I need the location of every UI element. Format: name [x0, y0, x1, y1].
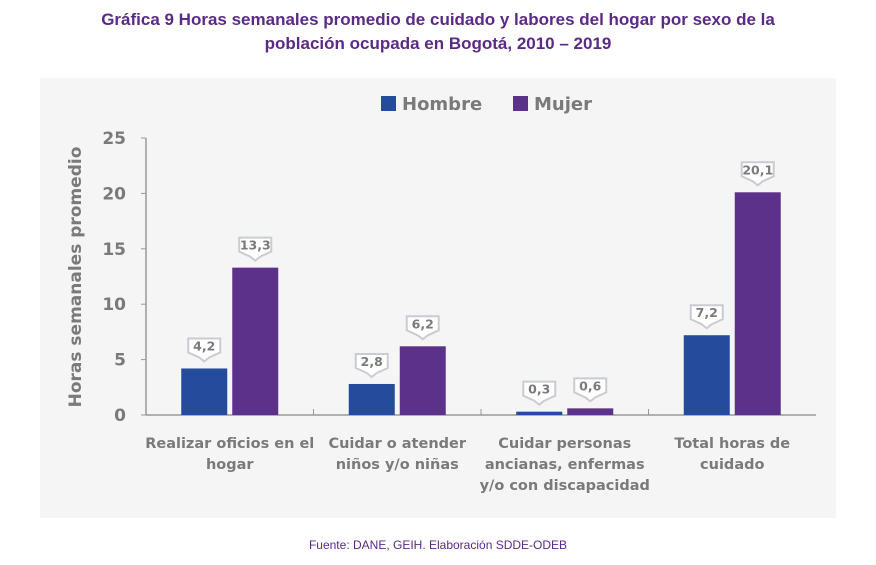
data-label-callout: [238, 236, 273, 262]
data-label: 0,3: [528, 382, 550, 397]
x-tick-label: niños y/o niñas: [336, 457, 459, 473]
y-tick-label: 25: [102, 129, 126, 149]
data-label-callout: [522, 380, 557, 406]
data-label: 13,3: [240, 238, 271, 253]
title-line-1: Gráfica 9 Horas semanales promedio de cu…: [101, 10, 775, 29]
source-note: Fuente: DANE, GEIH. Elaboración SDDE-ODE…: [308, 538, 568, 552]
y-tick-label: 15: [102, 240, 126, 260]
bar-hombre: [683, 335, 730, 415]
legend-swatch-mujer: [513, 96, 528, 111]
bar-mujer: [232, 267, 279, 415]
x-tick-label: cuidado: [700, 457, 764, 473]
x-tick-label: Cuidar o atender: [328, 436, 466, 452]
bar-hombre: [348, 383, 395, 415]
data-label: 4,2: [193, 338, 215, 353]
data-label-callout: [573, 377, 608, 403]
x-tick-label: ancianas, enfermas: [485, 457, 645, 473]
data-label: 2,8: [361, 354, 383, 369]
data-label: 6,2: [412, 316, 434, 331]
x-tick-label: hogar: [206, 457, 254, 473]
x-tick-label: Total horas de: [674, 436, 790, 452]
legend-label-mujer: Mujer: [534, 94, 592, 115]
bar-mujer: [399, 346, 446, 415]
legend-swatch-hombre: [381, 96, 396, 111]
legend-label-hombre: Hombre: [402, 94, 482, 115]
chart-title: Gráfica 9 Horas semanales promedio de cu…: [0, 8, 876, 56]
y-tick-label: 20: [102, 184, 126, 204]
x-tick-label: Cuidar personas: [498, 436, 631, 452]
y-tick-label: 10: [102, 295, 126, 315]
y-tick-label: 0: [114, 406, 126, 426]
chart-panel: [40, 78, 836, 518]
data-label-callout: [354, 352, 389, 379]
bar-mujer: [567, 408, 614, 415]
y-axis-title: Horas semanales promedio: [66, 147, 86, 408]
x-tick-label: y/o con discapacidad: [480, 478, 650, 494]
data-label-callout: [187, 337, 222, 363]
bar-mujer: [734, 192, 781, 415]
data-label-callout: [689, 304, 724, 330]
x-tick-label: Realizar oficios en el: [145, 436, 314, 452]
bar-hombre: [181, 368, 228, 415]
data-label-callout: [405, 315, 440, 341]
y-tick-label: 5: [114, 351, 126, 371]
bar-hombre: [516, 411, 563, 415]
title-line-2: población ocupada en Bogotá, 2010 – 2019: [264, 34, 612, 53]
data-label: 7,2: [696, 305, 718, 320]
data-label: 0,6: [579, 378, 601, 393]
data-label-callout: [740, 161, 775, 187]
data-label: 20,1: [742, 162, 773, 177]
